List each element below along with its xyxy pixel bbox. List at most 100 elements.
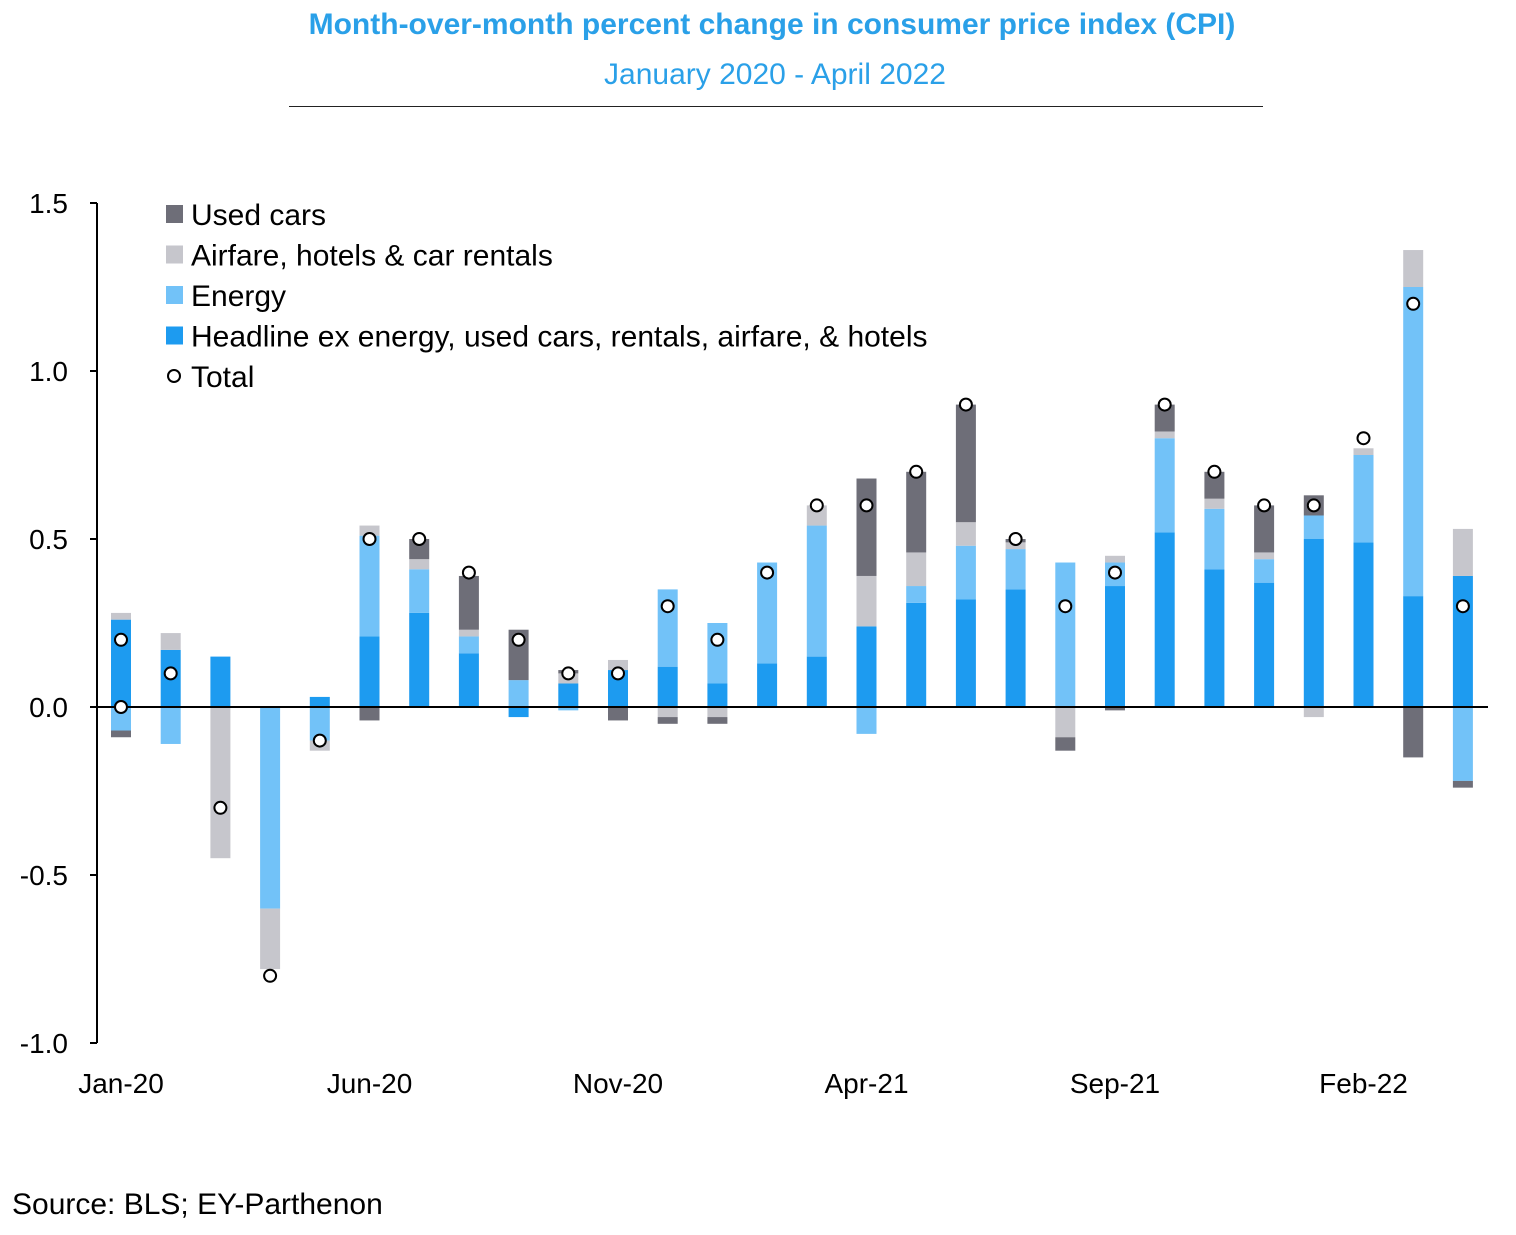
total-marker-Apr-20 [263, 968, 278, 983]
bar-energy-Oct-21 [1154, 438, 1175, 533]
total-marker-Oct-21 [1157, 397, 1172, 412]
bar-used-cars-Dec-20 [657, 717, 678, 724]
bar-headline-Feb-22 [1353, 542, 1374, 707]
bar-headline-Mar-22 [1403, 596, 1424, 707]
total-marker-Oct-20 [561, 666, 576, 681]
bar-used-cars-Jan-20 [111, 730, 131, 738]
bar-airfare-Dec-21 [1254, 552, 1275, 560]
bar-energy-Apr-20 [260, 707, 281, 909]
x-axis: Jan-20 Jun-20 Nov-20 Apr-21 Sep-21 Feb-22 [78, 1068, 1408, 1099]
y-tick-label: 0.0 [29, 692, 68, 723]
bar-used-cars-Mar-22 [1403, 707, 1424, 758]
bar-airfare-Jan-21 [707, 707, 728, 718]
legend-label-used-cars: Used cars [191, 199, 326, 232]
total-marker-Feb-20 [163, 666, 178, 681]
bar-energy-Jun-21 [955, 545, 976, 600]
bar-energy-Aug-21 [1055, 562, 1076, 707]
legend-label-airfare: Airfare, hotels & car rentals [191, 240, 553, 273]
bar-headline-Jan-22 [1303, 539, 1324, 707]
bar-energy-Jan-21 [707, 623, 728, 684]
bar-energy-Feb-22 [1353, 455, 1374, 543]
bar-energy-May-21 [906, 586, 927, 603]
total-marker-Jun-20 [362, 532, 377, 546]
total-marker-May-21 [909, 464, 924, 479]
bar-energy-Feb-20 [160, 707, 181, 744]
bar-energy-Dec-21 [1254, 559, 1275, 583]
total-marker-Mar-21 [809, 498, 824, 513]
bar-headline-Mar-20 [210, 656, 231, 707]
total-marker-Apr-22 [1455, 599, 1470, 614]
bar-airfare-Oct-21 [1154, 431, 1175, 439]
bar-airfare-Mar-22 [1403, 250, 1424, 287]
title-divider [289, 106, 1263, 107]
total-marker-Dec-20 [660, 599, 675, 614]
bar-used-cars-Dec-21 [1254, 505, 1275, 553]
y-tick-label: -0.5 [20, 860, 68, 891]
bar-airfare-Mar-20 [210, 707, 231, 859]
chart-subtitle: January 2020 - April 2022 [604, 58, 946, 91]
bar-airfare-Jul-20 [409, 559, 430, 570]
bar-energy-Jul-20 [409, 569, 430, 613]
bar-airfare-Apr-22 [1452, 528, 1473, 576]
bar-used-cars-Jun-21 [955, 404, 976, 523]
bar-headline-Dec-20 [657, 666, 678, 707]
bar-airfare-Aug-21 [1055, 707, 1076, 738]
bar-energy-Apr-21 [856, 707, 877, 734]
total-marker-Jan-22 [1306, 498, 1321, 513]
bar-airfare-May-21 [906, 552, 927, 587]
bar-headline-Apr-21 [856, 626, 877, 707]
bar-headline-Jun-20 [359, 636, 380, 707]
total-marker-Aug-20 [461, 565, 476, 580]
total-marker-Jan-21 [710, 632, 725, 647]
total-marker-Apr-21 [859, 498, 874, 513]
total-marker-layer [114, 296, 1470, 983]
x-tick-label: Jan-20 [78, 1068, 164, 1099]
bar-headline-May-21 [906, 602, 927, 707]
legend-swatch-energy [166, 286, 183, 304]
bar-energy-Apr-22 [1452, 707, 1473, 781]
bar-headline-Oct-20 [558, 683, 579, 707]
bar-headline-Jul-21 [1005, 589, 1026, 707]
total-marker-Sep-21 [1108, 565, 1122, 580]
bar-energy-Jul-21 [1005, 549, 1026, 590]
bar-used-cars-Nov-21 [1204, 471, 1225, 499]
bar-used-cars-Apr-22 [1452, 780, 1473, 788]
y-tick-label: 1.0 [29, 356, 68, 387]
total-marker-Feb-21 [760, 565, 775, 580]
legend: Used cars Airfare, hotels & car rentals En… [166, 199, 928, 394]
bar-headline-Nov-20 [608, 670, 628, 707]
bar-energy-Mar-22 [1403, 287, 1424, 597]
total-marker-Nov-21 [1207, 464, 1222, 479]
total-marker-Mar-22 [1406, 296, 1421, 311]
total-marker-Sep-20 [511, 632, 526, 647]
bar-airfare-Jun-21 [955, 522, 976, 546]
total-marker-Jul-20 [412, 532, 427, 546]
total-marker-Nov-20 [611, 666, 625, 681]
bar-headline-Sep-21 [1105, 586, 1125, 707]
bar-headline-Jan-21 [707, 683, 728, 707]
total-marker-Jan-20 [114, 632, 128, 647]
legend-swatch-headline [166, 326, 183, 345]
bar-airfare-Feb-20 [160, 633, 181, 650]
bar-energy-Nov-21 [1204, 508, 1225, 570]
bar-headline-Nov-21 [1204, 569, 1225, 707]
legend-swatch-used-cars [166, 205, 183, 223]
total-marker-Feb-22 [1356, 431, 1371, 446]
bar-energy-Sep-20 [508, 680, 529, 707]
bar-energy-Feb-21 [757, 562, 778, 664]
bar-headline-Mar-21 [806, 656, 827, 707]
bar-headline-Feb-21 [757, 663, 778, 707]
bar-airfare-Apr-20 [260, 908, 281, 970]
bar-used-cars-Apr-21 [856, 478, 877, 576]
x-tick-label: Sep-21 [1070, 1068, 1160, 1099]
bar-energy-Oct-20 [558, 707, 579, 711]
x-tick-label: Nov-20 [573, 1068, 663, 1099]
x-tick-label: Jun-20 [327, 1068, 413, 1099]
bar-energy-Aug-20 [458, 636, 479, 654]
bar-headline-Aug-20 [458, 653, 479, 707]
bar-energy-May-20 [309, 707, 330, 741]
source-note: Source: BLS; EY-Parthenon [12, 1188, 383, 1221]
bar-airfare-Nov-21 [1204, 498, 1225, 509]
bar-headline-Dec-21 [1254, 582, 1275, 707]
